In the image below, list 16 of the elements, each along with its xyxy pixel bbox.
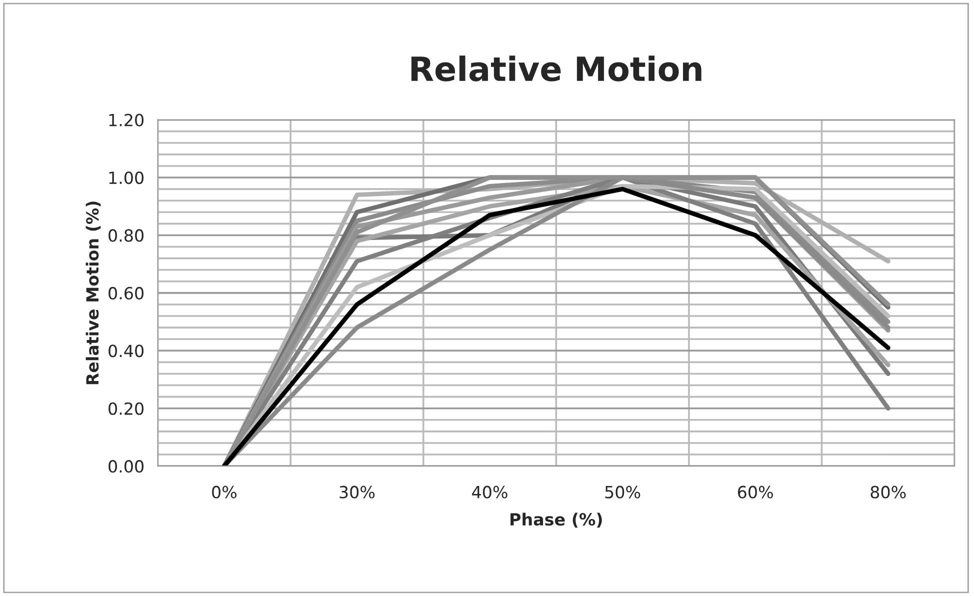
y-tick-label: 1.00 [109, 171, 144, 184]
y-tick-label: 0.00 [108, 460, 144, 473]
y-tick-label: 0.60 [108, 286, 144, 300]
x-tick-label: 40% [472, 486, 508, 498]
x-axis-title: Phase (%) [510, 512, 602, 528]
x-tick-label: 60% [738, 486, 773, 498]
y-tick-label: 0.80 [108, 229, 144, 242]
y-tick-label: 0.20 [108, 402, 144, 415]
x-tick-label: 30% [340, 486, 375, 498]
x-tick-label: 80% [870, 486, 906, 498]
y-tick-label: 0.40 [108, 344, 144, 358]
y-axis-title: Relative Motion (%) [86, 202, 101, 384]
x-tick-label: 0% [212, 486, 236, 498]
y-tick-label: 1.20 [109, 114, 144, 126]
x-tick-label: 50% [605, 486, 640, 498]
chart-title: Relative Motion [411, 56, 702, 82]
